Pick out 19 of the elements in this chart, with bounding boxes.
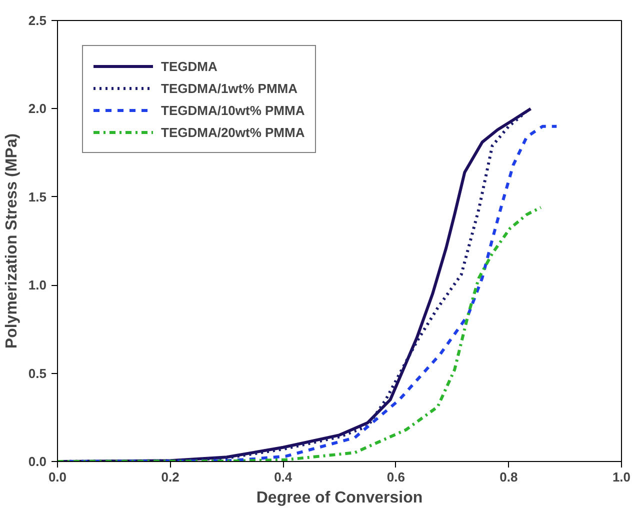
legend-label: TEGDMA/1wt% PMMA: [161, 80, 298, 96]
legend-label: TEGDMA/10wt% PMMA: [161, 102, 305, 118]
y-tick-label: 2.0: [28, 101, 47, 116]
x-tick-label: 0.6: [386, 470, 405, 484]
y-axis-title: Polymerization Stress (MPa): [3, 133, 20, 349]
x-tick-label: 0.0: [48, 470, 67, 484]
y-tick-label: 2.5: [28, 13, 47, 28]
legend-label: TEGDMA: [161, 58, 218, 74]
x-tick-label: 0.8: [500, 470, 518, 484]
y-tick-label: 0.0: [28, 454, 47, 469]
x-tick-label: 0.2: [161, 470, 180, 484]
y-tick-label: 1.5: [28, 189, 47, 204]
x-axis-title: Degree of Conversion: [256, 490, 423, 506]
x-tick-label: 1.0: [612, 470, 631, 484]
y-tick-label: 1.0: [28, 278, 47, 293]
y-tick-label: 0.5: [28, 366, 47, 381]
line-series: [58, 206, 542, 462]
legend-label: TEGDMA/20wt% PMMA: [161, 124, 305, 140]
x-tick-label: 0.4: [274, 470, 293, 484]
